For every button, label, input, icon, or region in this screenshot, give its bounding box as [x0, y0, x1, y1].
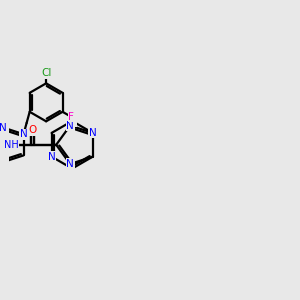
Text: N: N — [89, 128, 97, 138]
Text: N: N — [66, 159, 74, 169]
Text: Cl: Cl — [41, 68, 51, 78]
Text: N: N — [68, 116, 76, 126]
Text: N: N — [48, 152, 56, 162]
Text: N: N — [20, 129, 27, 139]
Text: N: N — [0, 123, 7, 133]
Text: O: O — [28, 125, 37, 135]
Text: F: F — [68, 112, 74, 122]
Text: N: N — [66, 121, 74, 130]
Text: NH: NH — [4, 140, 19, 150]
